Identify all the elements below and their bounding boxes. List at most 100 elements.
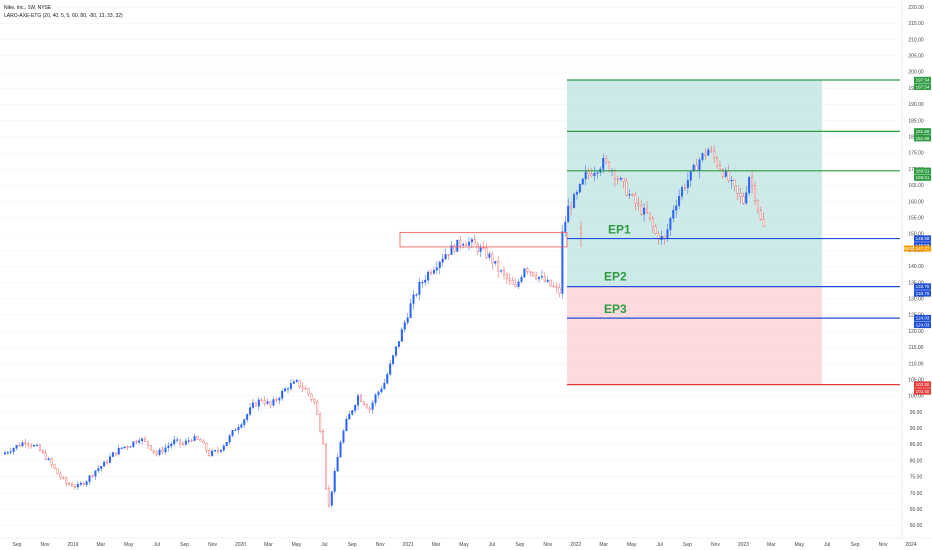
- candle-body: [546, 279, 549, 282]
- candle-body: [409, 303, 412, 319]
- x-tick-label: 2020: [235, 542, 246, 548]
- candle-body: [21, 442, 24, 447]
- time-axis-background: [0, 538, 932, 550]
- candle-body: [514, 283, 517, 287]
- y-tick-label: 65.00: [910, 507, 923, 513]
- candle-body: [651, 218, 654, 227]
- candle-body: [450, 245, 453, 255]
- candle-body: [473, 239, 476, 245]
- candle-body: [625, 181, 628, 196]
- candle-body: [759, 210, 762, 220]
- candle-body: [135, 441, 138, 443]
- y-tick-label: 120.00: [908, 329, 924, 335]
- candle-body: [511, 280, 514, 285]
- x-tick-label: May: [459, 542, 469, 548]
- candle-body: [357, 395, 360, 406]
- candle-body: [412, 294, 415, 304]
- y-tick-label: 75.00: [910, 475, 923, 481]
- candle-body: [654, 226, 657, 234]
- y-tick-label: 140.00: [908, 264, 924, 270]
- candle-body: [82, 483, 85, 485]
- x-tick-label: Jul: [824, 542, 830, 548]
- candle-body: [751, 177, 754, 186]
- candle-body: [295, 380, 298, 382]
- candle-body: [494, 261, 497, 264]
- candle-body: [152, 449, 155, 453]
- candle-body: [342, 430, 345, 443]
- x-tick-label: Jul: [153, 542, 159, 548]
- candle-body: [686, 180, 689, 189]
- candle-body: [444, 254, 447, 260]
- candle-body: [269, 401, 272, 406]
- candle-body: [672, 209, 675, 219]
- candle-body: [33, 445, 36, 447]
- candle-body: [540, 276, 543, 278]
- candle-body: [532, 271, 535, 276]
- x-tick-label: 2023: [738, 542, 749, 548]
- candle-body: [403, 322, 406, 330]
- candle-body: [590, 173, 593, 177]
- candle-body: [424, 279, 427, 283]
- candle-body: [739, 193, 742, 197]
- candle-body: [736, 185, 739, 194]
- candle-body: [222, 445, 225, 451]
- x-tick-label: Jul: [321, 542, 327, 548]
- candle-body: [65, 477, 68, 484]
- candle-body: [567, 205, 570, 223]
- candle-body: [459, 239, 462, 246]
- indicator-title[interactable]: LARO-AXE-ETG (20, 40, 5, 5, 60, 80, -80,…: [4, 13, 123, 19]
- candle-body: [141, 438, 144, 442]
- x-tick-label: May: [292, 542, 302, 548]
- stop-loss-zone: [567, 286, 822, 385]
- x-tick-label: Nov: [543, 542, 552, 548]
- candle-body: [456, 239, 459, 252]
- candle-body: [41, 450, 44, 454]
- candle-body: [619, 177, 622, 180]
- candle-body: [237, 427, 240, 431]
- candle-body: [520, 276, 523, 282]
- candle-body: [701, 153, 704, 161]
- y-tick-label: 135.00: [908, 280, 924, 286]
- candle-body: [578, 183, 581, 193]
- candle-body: [508, 278, 511, 281]
- candle-body: [30, 444, 33, 447]
- candle-body: [287, 388, 290, 390]
- symbol-title[interactable]: Nike, Inc., 1W, NYSE: [4, 5, 52, 11]
- candle-body: [298, 380, 301, 388]
- candle-body: [427, 271, 430, 281]
- candle-body: [713, 150, 716, 159]
- candle-body: [275, 399, 278, 401]
- candle-body: [716, 157, 719, 166]
- y-tick-label: 150.00: [908, 232, 924, 238]
- candle-body: [330, 491, 333, 506]
- candle-body: [278, 398, 281, 401]
- tp2-badge-duplicate: [914, 134, 931, 142]
- sl-badge: [914, 381, 931, 388]
- candle-body: [400, 329, 403, 342]
- candle-body: [584, 171, 587, 180]
- candle-body: [6, 452, 9, 454]
- candle-body: [570, 205, 573, 209]
- candle-body: [62, 477, 65, 479]
- candle-body: [219, 449, 222, 452]
- candle-body: [660, 236, 663, 240]
- candle-body: [488, 253, 491, 258]
- candle-body: [193, 436, 196, 441]
- candle-body: [640, 205, 643, 215]
- candle-body: [97, 468, 100, 471]
- candle-body: [179, 439, 182, 444]
- y-tick-label: 115.00: [909, 345, 924, 351]
- candle-body: [281, 390, 284, 399]
- candle-body: [251, 402, 254, 408]
- candle-body: [164, 447, 167, 453]
- candle-body: [435, 267, 438, 271]
- candle-body: [170, 443, 173, 447]
- candle-body: [289, 383, 292, 389]
- x-tick-label: Nov: [711, 542, 720, 548]
- candle-body: [161, 449, 164, 453]
- candle-body: [745, 192, 748, 204]
- candle-body: [724, 170, 727, 177]
- candle-body: [470, 239, 473, 243]
- candle-body: [564, 221, 567, 232]
